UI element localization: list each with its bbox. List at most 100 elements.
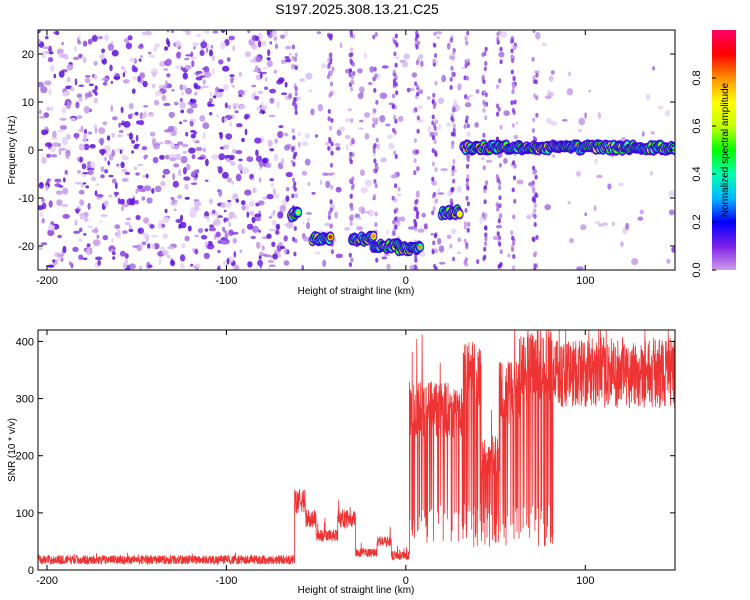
heatmap-cell [185, 30, 191, 36]
heatmap-cell [272, 219, 277, 227]
heatmap-cell [249, 211, 255, 216]
heatmap-cell [274, 193, 280, 200]
heatmap-cell [452, 50, 456, 56]
heatmap-cell [437, 237, 442, 245]
heatmap-cell [351, 80, 355, 85]
heatmap-cell [433, 191, 437, 197]
heatmap-cell [367, 82, 373, 85]
heatmap-cell [256, 106, 262, 111]
heatmap-cell [147, 51, 152, 55]
heatmap-cell [98, 127, 106, 135]
heatmap-cell [166, 254, 171, 259]
heatmap-cell [397, 187, 401, 192]
heatmap-cell [70, 86, 75, 92]
heatmap-cell [184, 196, 190, 200]
heatmap-cell [59, 117, 67, 121]
heatmap-cell [212, 67, 215, 76]
colorbar-tick-label: 0.2 [691, 214, 703, 229]
heatmap-cell [485, 159, 493, 163]
heatmap-cell [229, 154, 235, 160]
heatmap-cell [364, 112, 371, 118]
heatmap-cell [244, 189, 252, 196]
heatmap-cell [348, 68, 353, 73]
heatmap-cell [86, 243, 91, 248]
heatmap-cell [350, 118, 354, 123]
heatmap-cell [301, 221, 305, 225]
heatmap-cell [426, 96, 431, 100]
heatmap-cell [182, 150, 188, 155]
heatmap-cell [143, 105, 149, 108]
heatmap-cell [78, 34, 81, 41]
heatmap-cell [224, 232, 229, 239]
heatmap-cell [174, 101, 179, 106]
heatmap-cell [415, 44, 419, 50]
heatmap-cell [465, 164, 470, 169]
heatmap-cell [306, 217, 311, 222]
heatmap-cell [255, 56, 262, 63]
heatmap-cell [657, 105, 664, 110]
heatmap-cell [668, 209, 675, 216]
ridge-cell [296, 210, 301, 215]
heatmap-cell [532, 187, 536, 193]
heatmap-cell [293, 251, 297, 257]
heatmap-cell [96, 234, 100, 239]
heatmap-cell [503, 157, 508, 164]
heatmap-cell [338, 126, 346, 132]
heatmap-cell [329, 33, 333, 39]
heatmap-cell [179, 263, 185, 269]
heatmap-cell [345, 117, 351, 123]
heatmap-cell [200, 47, 204, 51]
heatmap-cell [258, 167, 263, 171]
heatmap-cell [77, 41, 82, 45]
heatmap-cell [182, 167, 187, 175]
heatmap-cell [199, 50, 205, 56]
heatmap-cell [266, 60, 273, 68]
heatmap-cell [47, 178, 51, 182]
heatmap-cell [41, 129, 48, 136]
heatmap-cell [532, 93, 537, 98]
heatmap-cell [104, 34, 109, 42]
heatmap-cell [209, 224, 215, 228]
heatmap-cell [305, 72, 313, 80]
heatmap-cell [38, 30, 41, 34]
heatmap-cell [117, 134, 123, 138]
heatmap-cell [108, 245, 116, 253]
heatmap-cell [168, 111, 175, 118]
heatmap-cell [435, 31, 443, 35]
heatmap-cell [139, 43, 144, 48]
heatmap-cell [123, 37, 130, 44]
heatmap-cell [109, 64, 113, 72]
heatmap-cell [511, 241, 516, 247]
heatmap-cell [262, 66, 268, 70]
heatmap-cell [102, 82, 108, 86]
heatmap-cell [175, 40, 181, 48]
heatmap-cell [532, 75, 536, 80]
heatmap-cell [642, 131, 645, 137]
heatmap-cell [111, 251, 116, 256]
heatmap-cell [38, 81, 44, 88]
heatmap-cell [381, 256, 388, 260]
heatmap-cell [162, 174, 166, 179]
colorbar: 0.0 0.2 0.4 0.6 0.8 Normalized spectral ampl… [691, 30, 736, 278]
heatmap-cell [466, 201, 470, 207]
heatmap-cell [203, 147, 206, 153]
heatmap-cell [496, 206, 500, 212]
heatmap-cell [267, 259, 275, 263]
heatmap-cell [112, 116, 118, 121]
heatmap-cell [131, 88, 136, 94]
heatmap-cell [466, 58, 470, 63]
heatmap-cell [351, 183, 355, 189]
heatmap-cell [248, 40, 255, 46]
heatmap-cell [61, 107, 67, 114]
heatmap-cell [193, 46, 196, 50]
heatmap-cell [181, 143, 189, 148]
heatmap-cell [179, 97, 183, 103]
heatmap-cell [495, 84, 500, 89]
heatmap-cell [226, 177, 233, 183]
heatmap-cell [102, 121, 108, 126]
colorbar-tick-label: 0.4 [691, 166, 703, 181]
heatmap-cell [124, 171, 131, 175]
heatmap-cell [561, 119, 568, 122]
heatmap-cell [373, 194, 377, 199]
heatmap-cell [268, 266, 271, 270]
